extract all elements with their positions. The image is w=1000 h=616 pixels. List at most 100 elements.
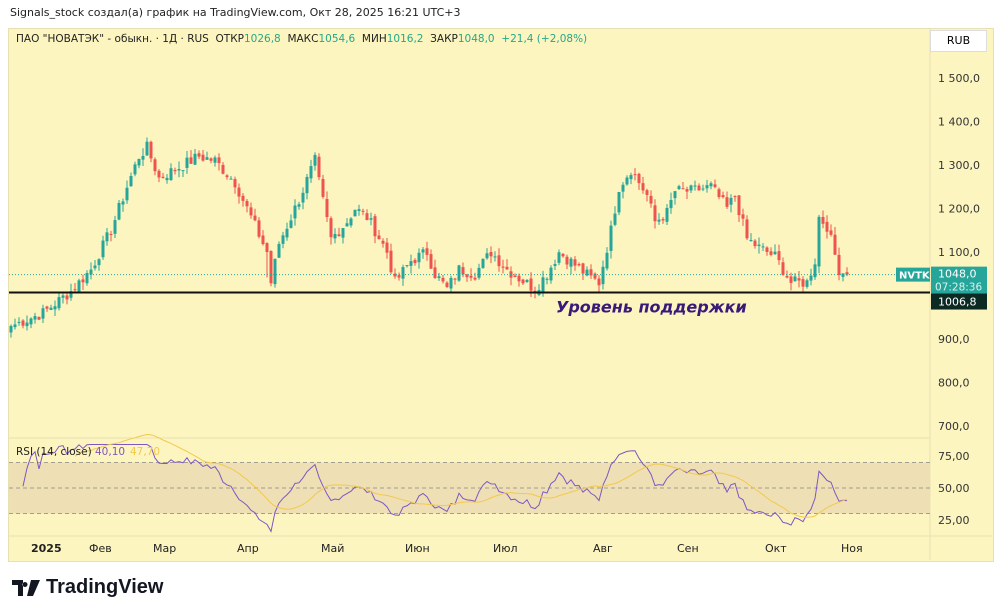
candle-body <box>165 177 169 181</box>
candle-body <box>345 223 349 227</box>
candle-body <box>553 264 557 266</box>
candle-body <box>709 183 713 187</box>
candle-body <box>301 192 305 203</box>
candle-body <box>593 273 597 279</box>
close-value: 1048,0 <box>457 33 495 45</box>
candle-body <box>197 153 201 157</box>
candle-body <box>41 308 45 319</box>
candle-body <box>497 255 501 267</box>
candle-body <box>73 289 77 291</box>
time-tick-label: Сен <box>677 542 699 555</box>
candle-body <box>477 267 481 278</box>
candle-body <box>549 267 553 281</box>
candle-body <box>113 220 117 234</box>
price-tick-label: 1 300,0 <box>938 159 980 172</box>
candle-body <box>389 250 393 273</box>
candle-body <box>49 307 53 310</box>
candle-body <box>621 184 625 192</box>
candle-body <box>589 269 593 276</box>
candle-body <box>213 157 217 163</box>
candle-body <box>317 156 321 178</box>
candle-body <box>781 262 785 275</box>
price-tick-label: 700,0 <box>938 420 970 433</box>
candle-body <box>125 187 129 201</box>
candle-body <box>9 325 13 333</box>
symbol-tag <box>896 267 930 282</box>
candle-body <box>341 228 345 238</box>
candle-body <box>809 275 813 281</box>
candle-body <box>381 240 385 244</box>
candle-body <box>605 252 609 269</box>
candle-body <box>529 278 533 291</box>
candle-body <box>249 207 253 216</box>
candle-body <box>101 240 105 258</box>
candle-body <box>673 191 677 199</box>
price-tick-label: 1 500,0 <box>938 72 980 85</box>
candle-body <box>145 141 149 156</box>
candle-body <box>285 228 289 238</box>
candle-body <box>805 280 809 287</box>
candle-body <box>245 201 249 207</box>
candle-body <box>269 250 273 284</box>
candle-body <box>525 279 529 282</box>
candle-body <box>425 248 429 255</box>
candle-body <box>121 201 125 205</box>
candle-body <box>785 275 789 278</box>
candle-body <box>185 157 189 168</box>
time-tick-label: Июл <box>493 542 518 555</box>
candle-body <box>313 154 317 166</box>
candle-body <box>837 254 841 276</box>
candle-body <box>701 188 705 190</box>
candle-body <box>109 233 113 235</box>
rsi-ma-line <box>74 433 848 518</box>
candle-body <box>201 154 205 161</box>
candle-body <box>797 278 801 281</box>
candle-body <box>153 159 157 172</box>
candle-body <box>825 221 829 232</box>
candle-body <box>445 282 449 288</box>
candle-body <box>241 195 245 201</box>
candle-body <box>721 195 725 198</box>
candle-body <box>173 169 177 172</box>
price-tick-label: 1 200,0 <box>938 203 980 216</box>
candle-body <box>17 321 21 323</box>
time-tick-label: Июн <box>405 542 430 555</box>
candle-body <box>465 274 469 278</box>
candle-body <box>681 188 685 190</box>
currency-button[interactable]: RUB <box>930 30 987 52</box>
candle-body <box>773 251 777 255</box>
candle-body <box>333 233 337 239</box>
candle-body <box>33 316 37 320</box>
candle-body <box>433 267 437 278</box>
candle-body <box>645 190 649 195</box>
symbol-name[interactable]: ПАО "НОВАТЭК" - обыкн. · 1Д · RUS <box>16 33 209 45</box>
candle-body <box>637 173 641 184</box>
open-value: 1026,8 <box>244 33 281 45</box>
candle-body <box>561 253 565 257</box>
candle-body <box>597 278 601 286</box>
candle-body <box>489 252 493 257</box>
candle-body <box>557 252 561 263</box>
candle-body <box>405 265 409 267</box>
candle-body <box>77 280 81 292</box>
candle-body <box>501 266 505 268</box>
candle-body <box>265 243 269 253</box>
candle-body <box>193 153 197 165</box>
candle-body <box>293 205 297 219</box>
candle-body <box>397 275 401 278</box>
candle-body <box>13 324 17 328</box>
candle-body <box>305 176 309 194</box>
candle-body <box>237 187 241 197</box>
candle-body <box>713 184 717 188</box>
candle-body <box>357 209 361 211</box>
time-tick-label: Май <box>321 542 344 555</box>
candle-body <box>485 253 489 259</box>
candle-body <box>321 178 325 197</box>
candle-body <box>137 158 141 166</box>
candle-body <box>505 266 509 270</box>
candle-body <box>37 316 41 320</box>
candle-body <box>205 157 209 160</box>
candle-body <box>653 205 657 222</box>
candle-body <box>169 168 173 181</box>
